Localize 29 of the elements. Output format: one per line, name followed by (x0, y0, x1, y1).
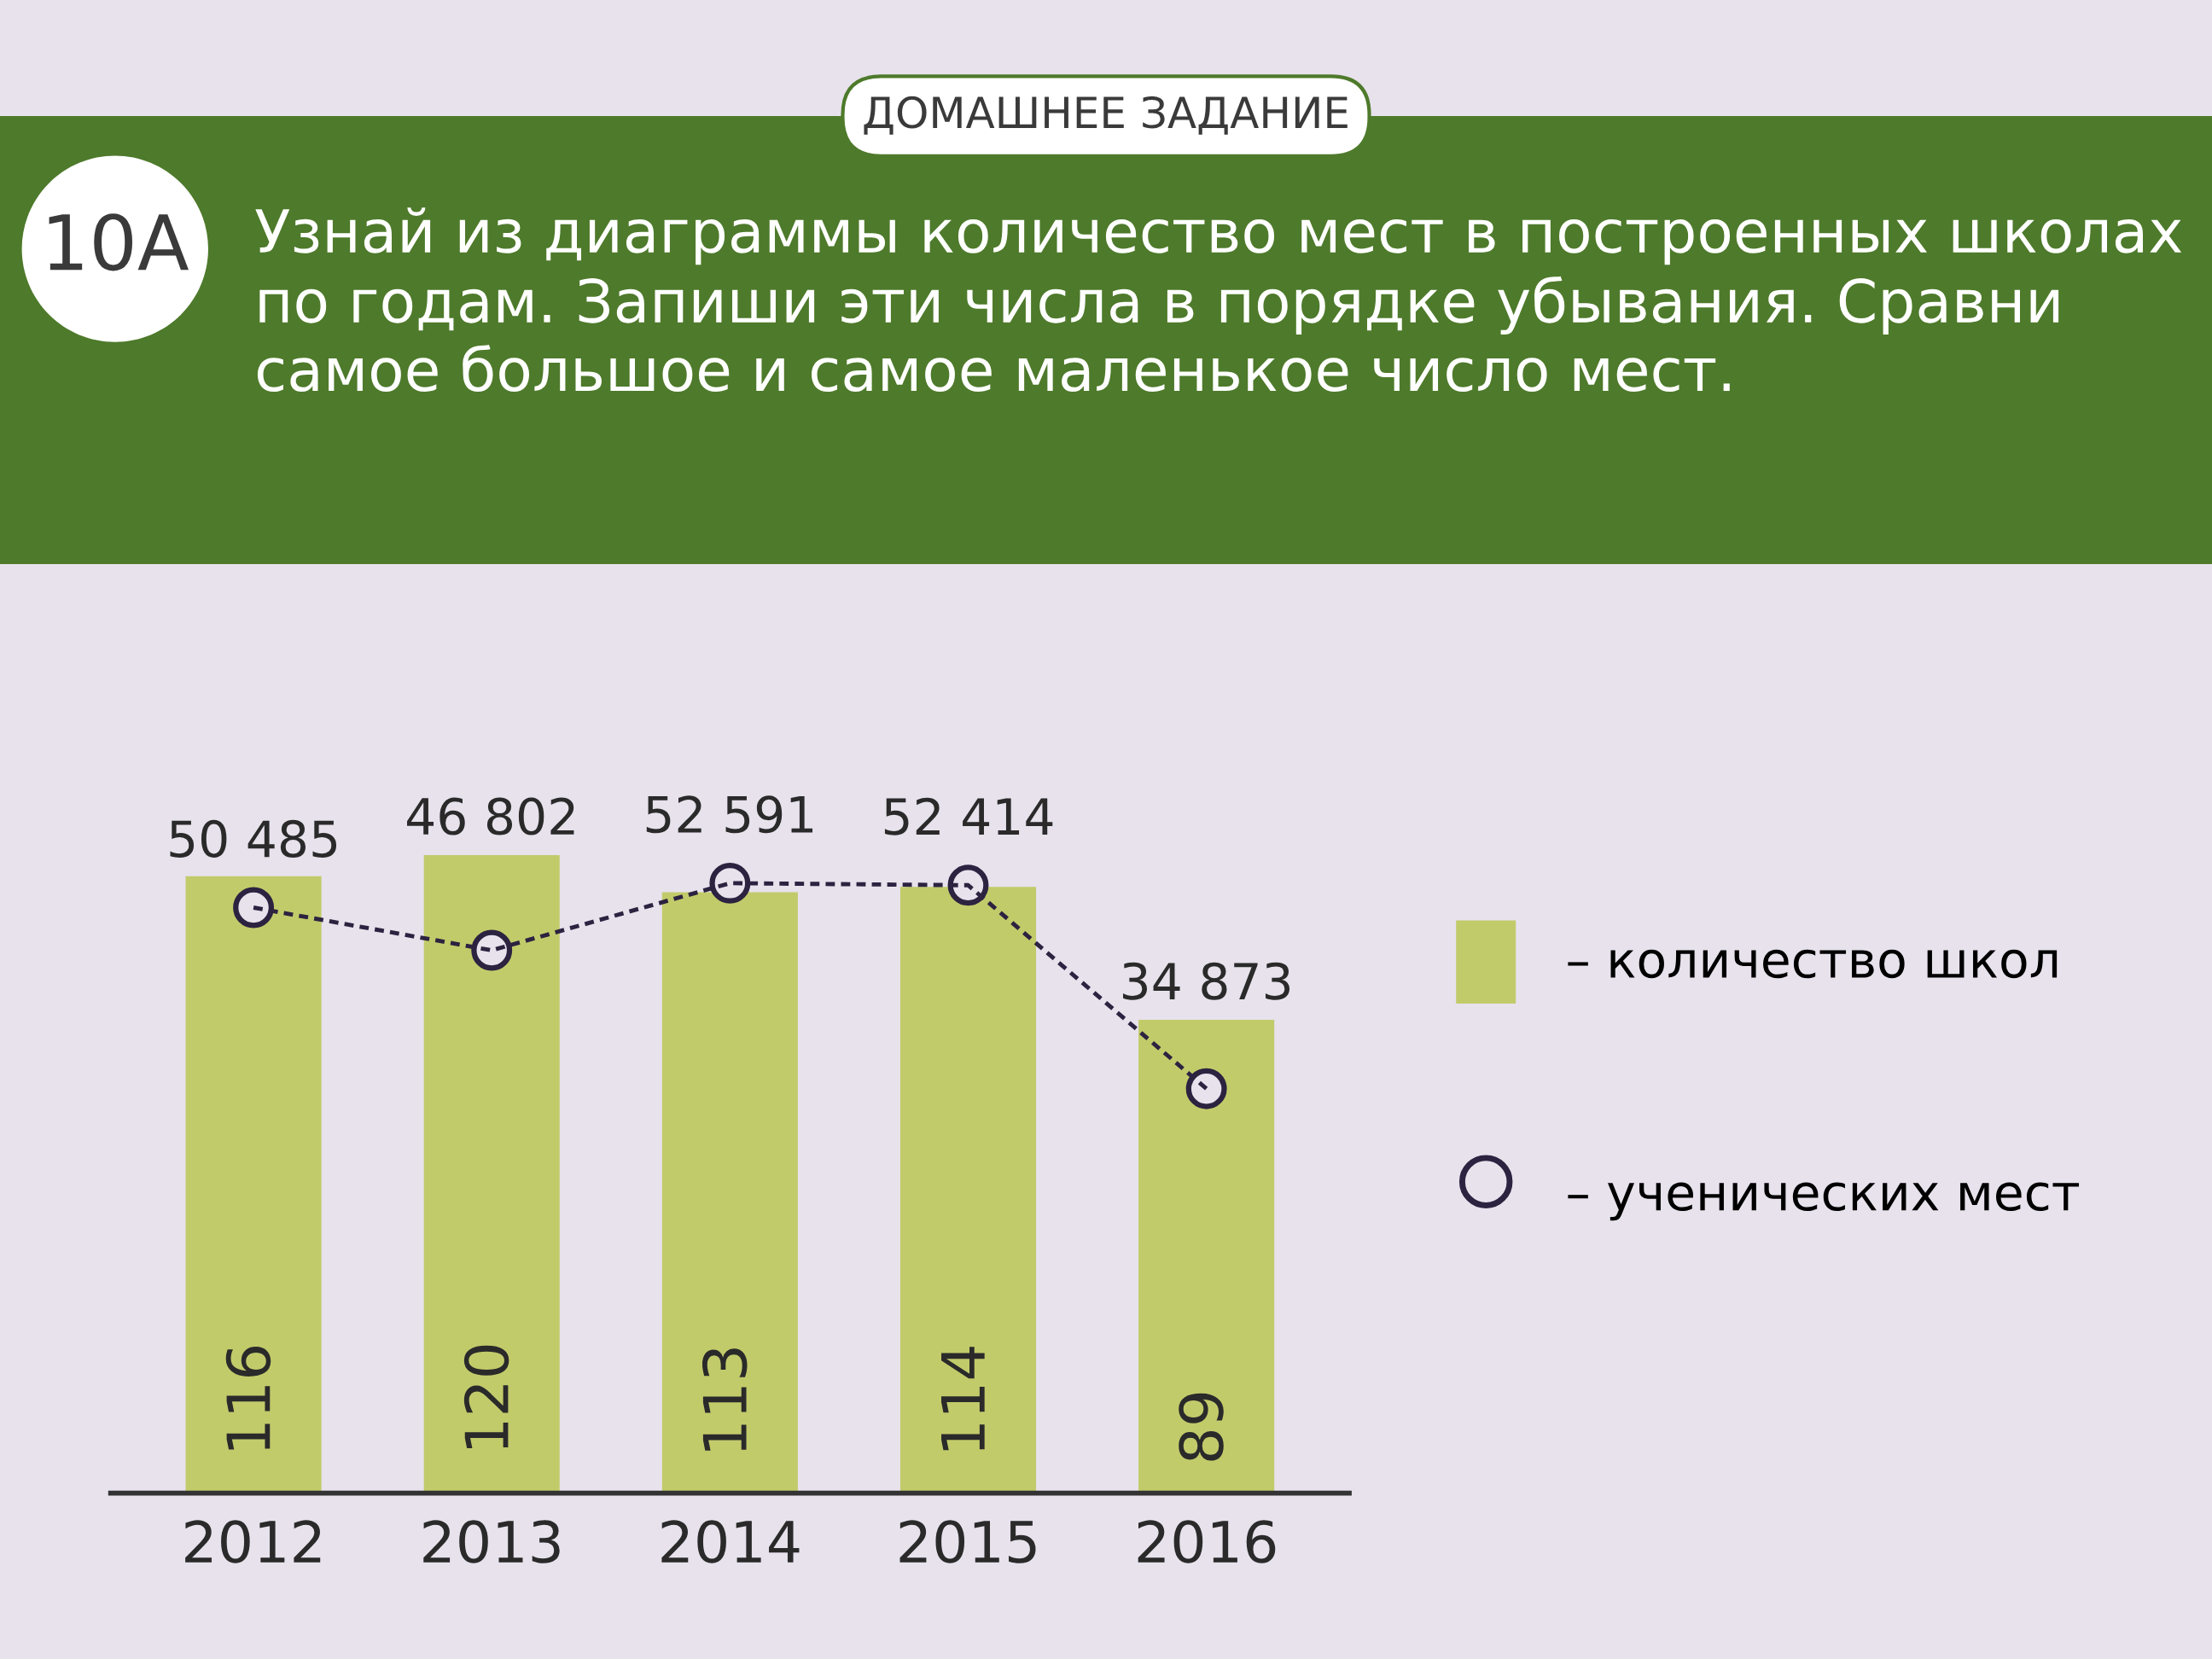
data-label: 46 802 (407, 797, 574, 835)
text: 10А (49, 213, 189, 271)
point (1185, 1068, 1227, 1109)
bar (185, 876, 322, 1493)
data-label: 34 873 (1123, 962, 1290, 1000)
bar (423, 854, 560, 1493)
data-label: 120 (463, 1345, 509, 1449)
data-label: 114 (941, 1347, 985, 1451)
data-label: 116 (225, 1347, 271, 1450)
bar (661, 892, 798, 1493)
point (233, 887, 275, 928)
legend-label: – количество школ (1568, 949, 2058, 979)
data-label: 50 485 (170, 819, 337, 858)
data-label: 52 414 (884, 797, 1053, 835)
x-tick-label: 2015 (899, 1520, 1036, 1563)
point (709, 862, 751, 904)
legend-label: – ученических мест (1568, 1182, 2080, 1221)
text: ДОМАШНЕЕ ЗАДАНИЕ (864, 96, 1348, 135)
data-label: 113 (701, 1348, 748, 1451)
data-label: 52 591 (646, 795, 813, 834)
bar (1138, 1020, 1275, 1493)
bar (899, 887, 1037, 1493)
x-tick-label: 2016 (1138, 1520, 1276, 1563)
x-tick-label: 2014 (661, 1520, 800, 1563)
x-tick-label: 2012 (185, 1520, 321, 1563)
data-label: 89 (1179, 1393, 1224, 1461)
chart-title: Узнай из диаграммы количество мест в построенных школах по годам. Запиши эти числа в порядке убывания. Сравни самое большое и самое маленькое число мест. (255, 207, 2182, 393)
point (471, 929, 513, 971)
x-tick-label: 2013 (423, 1520, 560, 1563)
